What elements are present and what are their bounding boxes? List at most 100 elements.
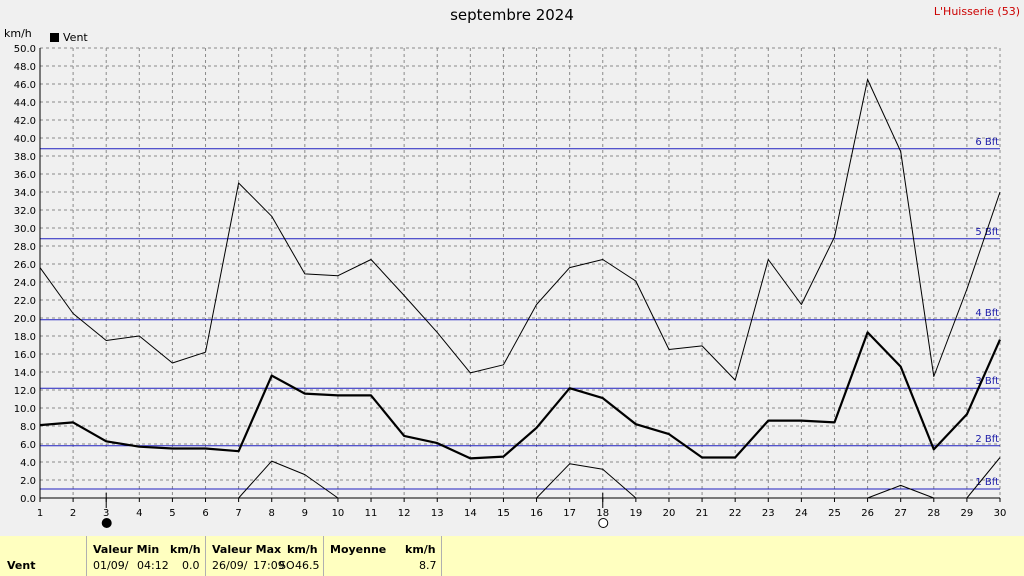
legend-label: Vent [63,31,88,44]
y-tick-label: 42.0 [14,116,36,127]
y-tick-label: 8.0 [20,422,36,433]
footer-min-cell: Valeur Min km/h 01/09/ 04:12 0.0 [87,536,206,576]
max-value: 46.5 [295,559,320,572]
y-tick-label: 38.0 [14,152,36,163]
series-avg-line [39,331,1002,460]
x-tick-label: 16 [530,508,543,519]
new-moon-icon [101,518,112,528]
y-tick-label: 10.0 [14,404,36,415]
min-value: 0.0 [182,559,200,572]
min-unit: km/h [170,543,201,556]
max-time: 17:09 [253,559,285,572]
chart-title: septembre 2024 [450,6,574,24]
x-tick-label: 23 [762,508,775,519]
beaufort-label: 5 Bft [975,227,999,238]
max-header: Valeur Max [212,543,282,556]
min-time: 04:12 [137,559,169,572]
min-header: Valeur Min [93,543,160,556]
x-tick-label: 5 [169,508,175,519]
y-tick-label: 0.0 [20,494,36,505]
legend-swatch [50,33,59,42]
x-tick-label: 27 [894,508,907,519]
x-tick-label: 18 [596,508,609,519]
y-tick-label: 44.0 [14,98,36,109]
x-tick-label: 8 [269,508,275,519]
y-axis-unit: km/h [4,27,32,40]
full-moon-icon [598,518,609,528]
series-min-line [536,463,637,499]
y-tick-label: 16.0 [14,350,36,361]
x-tick-label: 1 [37,508,43,519]
footer-max-cell: Valeur Max km/h 26/09/ 17:09 SO 46.5 [206,536,324,576]
y-tick-label: 2.0 [20,476,36,487]
y-tick-label: 22.0 [14,296,36,307]
moon-phases [101,493,609,528]
y-tick-label: 48.0 [14,62,36,73]
axes: 0.0 2.0 4.0 6.0 8.0 10.0 12.0 14.0 16.0 18.0 20.0 2… [14,44,1007,519]
y-tick-label: 12.0 [14,386,36,397]
y-tick-label: 50.0 [14,44,36,55]
series-min-line [238,460,339,499]
y-tick-label: 36.0 [14,170,36,181]
x-tick-label: 13 [431,508,444,519]
plot-area [40,48,1000,498]
y-tick-label: 4.0 [20,458,36,469]
x-tick-label: 21 [696,508,709,519]
x-tick-label: 30 [994,508,1007,519]
beaufort-label: 3 Bft [975,376,999,387]
max-direction: SO [279,559,295,572]
max-unit: km/h [287,543,318,556]
x-tick-label: 19 [629,508,642,519]
x-tick-label: 29 [961,508,974,519]
station-name: L'Huisserie (53) [933,5,1020,18]
y-tick-label: 40.0 [14,134,36,145]
x-tick-label: 7 [235,508,241,519]
footer-row-label: Vent [7,559,36,572]
y-tick-label: 32.0 [14,206,36,217]
wind-chart: 1 Bft 2 Bft 3 Bft 4 Bft 5 Bft 6 Bft 0.0 2.0 4.0… [14,44,1007,528]
y-tick-label: 34.0 [14,188,36,199]
y-tick-label: 14.0 [14,368,36,379]
x-tick-label: 22 [729,508,742,519]
x-tick-label: 12 [398,508,411,519]
footer-avg-cell: Moyenne km/h 8.7 [324,536,442,576]
y-tick-label: 46.0 [14,80,36,91]
grid [40,47,1001,498]
min-date: 01/09/ [93,559,129,572]
beaufort-label: 2 Bft [975,434,999,445]
avg-value: 8.7 [419,559,437,572]
x-tick-label: 26 [861,508,874,519]
y-tick-label: 18.0 [14,332,36,343]
x-tick-label: 6 [202,508,208,519]
summary-footer: Vent Valeur Min km/h 01/09/ 04:12 0.0 Va… [0,536,1024,576]
y-tick-label: 28.0 [14,242,36,253]
x-tick-label: 17 [563,508,576,519]
x-tick-label: 25 [828,508,841,519]
x-tick-label: 4 [136,508,142,519]
y-tick-label: 30.0 [14,224,36,235]
x-tick-label: 20 [663,508,676,519]
y-tick-label: 24.0 [14,278,36,289]
footer-label-cell: Vent [0,536,87,576]
y-tick-label: 26.0 [14,260,36,271]
beaufort-label: 1 Bft [975,477,999,488]
avg-header: Moyenne [330,543,387,556]
x-tick-label: 9 [302,508,308,519]
x-tick-label: 2 [70,508,76,519]
x-tick-label: 3 [103,508,109,519]
x-tick-label: 11 [365,508,378,519]
beaufort-label: 6 Bft [975,137,999,148]
avg-unit: km/h [405,543,436,556]
beaufort-lines: 1 Bft 2 Bft 3 Bft 4 Bft 5 Bft 6 Bft [40,137,1000,490]
legend: Vent [50,31,88,44]
max-date: 26/09/ [212,559,248,572]
x-tick-label: 14 [464,508,477,519]
x-tick-label: 15 [497,508,510,519]
y-tick-label: 6.0 [20,440,36,451]
y-tick-label: 20.0 [14,314,36,325]
x-tick-label: 10 [332,508,345,519]
x-tick-label: 28 [927,508,940,519]
beaufort-label: 4 Bft [975,308,999,319]
x-tick-label: 24 [795,508,808,519]
series-max-line [39,79,1001,381]
